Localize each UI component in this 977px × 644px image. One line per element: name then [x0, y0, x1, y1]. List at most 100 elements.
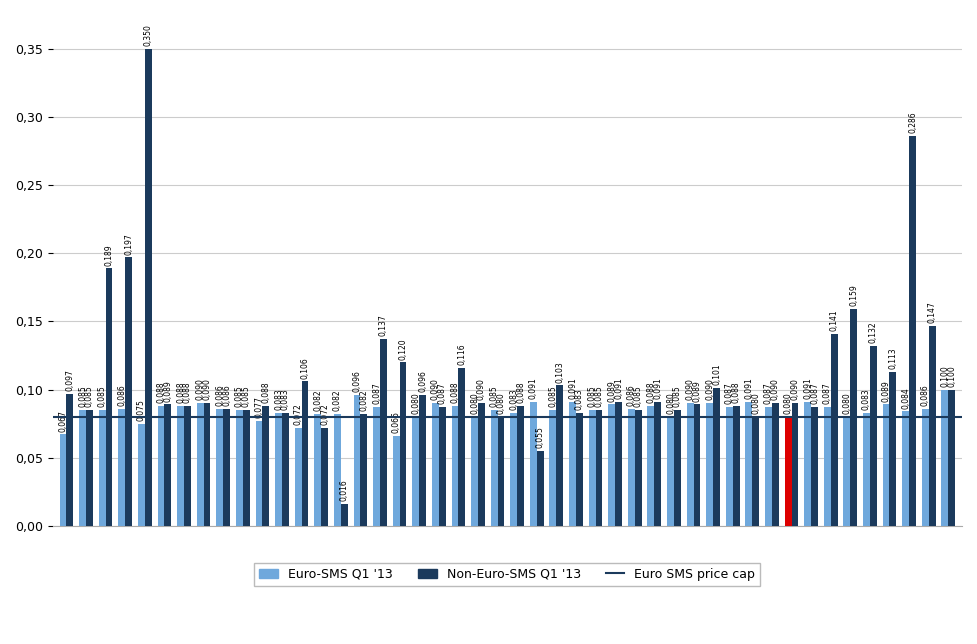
Text: 0,067: 0,067: [59, 410, 67, 431]
Text: 0,086: 0,086: [117, 384, 126, 406]
Bar: [419, 395, 426, 526]
Text: 0,016: 0,016: [340, 479, 349, 501]
Bar: [942, 390, 949, 526]
Bar: [216, 408, 223, 526]
Bar: [302, 381, 309, 526]
Text: 0,083: 0,083: [509, 388, 518, 410]
Text: 0,080: 0,080: [666, 392, 675, 414]
Bar: [648, 406, 655, 526]
Text: 0,055: 0,055: [535, 426, 545, 448]
Bar: [243, 410, 250, 526]
Text: 0,089: 0,089: [881, 380, 891, 402]
Bar: [609, 404, 616, 526]
Text: 0,100: 0,100: [940, 365, 950, 387]
Bar: [655, 402, 661, 526]
Bar: [687, 403, 694, 526]
Text: 0,090: 0,090: [195, 379, 205, 401]
Text: 0,072: 0,072: [320, 403, 329, 425]
Text: 0,088: 0,088: [732, 381, 741, 403]
Text: 0,087: 0,087: [438, 383, 446, 404]
Bar: [667, 417, 674, 526]
Text: 0,091: 0,091: [744, 377, 753, 399]
Text: 0,087: 0,087: [372, 383, 381, 404]
Bar: [118, 408, 125, 526]
Bar: [674, 410, 681, 526]
Text: 0,088: 0,088: [261, 381, 271, 403]
Text: 0,085: 0,085: [489, 386, 498, 407]
Text: 0,087: 0,087: [810, 383, 819, 404]
Bar: [536, 451, 543, 526]
Bar: [432, 403, 439, 526]
Bar: [909, 137, 916, 526]
Text: 0,083: 0,083: [275, 388, 283, 410]
Bar: [549, 410, 556, 526]
Text: 0,085: 0,085: [234, 386, 244, 407]
Text: 0,084: 0,084: [901, 387, 911, 408]
Text: 0,087: 0,087: [823, 383, 831, 404]
Text: 0,087: 0,087: [764, 383, 773, 404]
Bar: [863, 413, 870, 526]
Text: 0,141: 0,141: [829, 309, 838, 331]
Text: 0,147: 0,147: [927, 301, 937, 323]
Text: 0,080: 0,080: [842, 392, 851, 414]
Bar: [393, 436, 400, 526]
Text: 0,088: 0,088: [183, 381, 191, 403]
Text: 0,086: 0,086: [222, 384, 232, 406]
Bar: [510, 413, 517, 526]
Text: 0,080: 0,080: [496, 392, 505, 414]
Bar: [713, 388, 720, 526]
Text: 0,085: 0,085: [98, 386, 106, 407]
Bar: [517, 406, 524, 526]
Text: 0,091: 0,091: [615, 377, 623, 399]
Text: 0,072: 0,072: [294, 403, 303, 425]
Text: 0,091: 0,091: [529, 377, 537, 399]
Text: 0,082: 0,082: [314, 390, 322, 412]
Text: 0,083: 0,083: [574, 388, 584, 410]
Bar: [889, 372, 896, 526]
Text: 0,086: 0,086: [920, 384, 930, 406]
Text: 0,100: 0,100: [948, 365, 956, 387]
Bar: [458, 368, 465, 526]
Bar: [60, 435, 66, 526]
Text: 0,090: 0,090: [771, 379, 780, 401]
Text: 0,096: 0,096: [353, 370, 361, 392]
Text: 0,089: 0,089: [163, 380, 172, 402]
Text: 0,083: 0,083: [281, 388, 290, 410]
Text: 0,090: 0,090: [477, 379, 486, 401]
Bar: [361, 414, 367, 526]
Bar: [380, 339, 387, 526]
Bar: [203, 403, 210, 526]
Text: 0,080: 0,080: [411, 392, 420, 414]
Text: 0,082: 0,082: [333, 390, 342, 412]
Text: 0,090: 0,090: [431, 379, 440, 401]
Bar: [929, 325, 936, 526]
Bar: [236, 410, 243, 526]
Bar: [354, 395, 361, 526]
Bar: [706, 403, 713, 526]
Bar: [694, 404, 701, 526]
Bar: [125, 258, 132, 526]
Text: 0,087: 0,087: [725, 383, 734, 404]
Text: 0,189: 0,189: [105, 244, 113, 265]
Text: 0,088: 0,088: [647, 381, 656, 403]
Bar: [184, 406, 191, 526]
Text: 0,097: 0,097: [65, 369, 74, 391]
Bar: [157, 406, 164, 526]
Text: 0,082: 0,082: [360, 390, 368, 412]
Text: 0,286: 0,286: [908, 112, 917, 133]
Text: 0,085: 0,085: [548, 386, 558, 407]
Bar: [922, 408, 929, 526]
Bar: [556, 385, 563, 526]
Bar: [373, 407, 380, 526]
Bar: [733, 406, 740, 526]
Text: 0,106: 0,106: [301, 357, 310, 379]
Text: 0,090: 0,090: [686, 379, 695, 401]
Bar: [850, 309, 857, 526]
Bar: [439, 407, 446, 526]
Bar: [745, 402, 752, 526]
Text: 0,159: 0,159: [849, 285, 858, 307]
Bar: [99, 410, 106, 526]
Text: 0,080: 0,080: [751, 392, 760, 414]
Legend: Euro-SMS Q1 '13, Non-Euro-SMS Q1 '13, Euro SMS price cap: Euro-SMS Q1 '13, Non-Euro-SMS Q1 '13, Eu…: [254, 563, 760, 586]
Text: 0,088: 0,088: [156, 381, 165, 403]
